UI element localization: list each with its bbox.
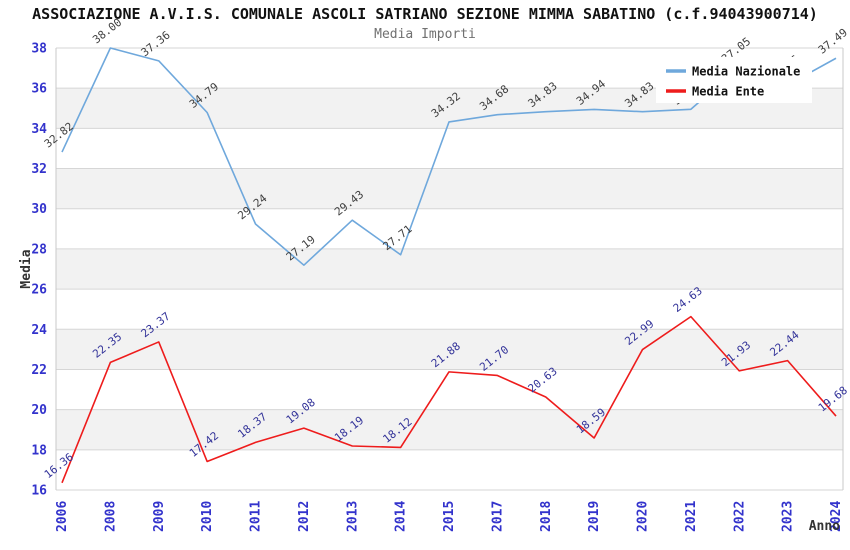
y-tick-label: 38: [31, 42, 47, 57]
x-tick-label: 2023: [781, 501, 796, 532]
y-tick-label: 26: [31, 283, 47, 298]
chart-subtitle: Media Importi: [374, 27, 476, 42]
y-tick-label: 36: [31, 82, 47, 97]
plot-band: [56, 329, 843, 370]
plot-band: [56, 128, 843, 169]
x-tick-label: 2022: [732, 501, 747, 532]
x-tick-label: 2006: [55, 501, 70, 532]
x-tick-label: 2018: [539, 501, 554, 532]
x-tick-label: 2015: [442, 501, 457, 532]
y-tick-label: 34: [31, 122, 47, 137]
legend-box: [656, 57, 812, 103]
plot-band: [56, 409, 843, 450]
x-tick-label: 2010: [200, 501, 215, 532]
x-tick-label: 2011: [249, 501, 264, 532]
x-tick-label: 2009: [152, 501, 167, 532]
plot-band: [56, 208, 843, 249]
y-tick-label: 18: [31, 443, 47, 458]
plot-band: [56, 289, 843, 330]
y-tick-label: 30: [31, 202, 47, 217]
plot-band: [56, 369, 843, 410]
y-tick-label: 20: [31, 403, 47, 418]
x-tick-label: 2017: [490, 501, 505, 532]
legend-item-media-nazionale[interactable]: Media Nazionale: [692, 65, 800, 79]
series-line-media-ente: [61, 315, 837, 484]
y-axis-title: Media: [19, 249, 34, 288]
x-tick-label: 2021: [684, 501, 699, 532]
y-tick-label: 16: [31, 484, 47, 499]
y-tick-label: 24: [31, 323, 47, 338]
y-tick-label: 22: [31, 363, 47, 378]
x-tick-label: 2013: [345, 501, 360, 532]
data-label-media-nazionale: 38.00: [90, 16, 124, 47]
legend-item-media-ente[interactable]: Media Ente: [692, 85, 764, 99]
x-tick-label: 2014: [394, 501, 409, 532]
x-axis-title: Anno: [809, 519, 840, 534]
x-tick-label: 2020: [636, 501, 651, 532]
x-tick-label: 2012: [297, 501, 312, 532]
y-tick-label: 32: [31, 162, 47, 177]
x-tick-label: 2008: [103, 501, 118, 532]
chart-title: ASSOCIAZIONE A.V.I.S. COMUNALE ASCOLI SA…: [32, 5, 818, 23]
plot-band: [56, 248, 843, 290]
x-tick-label: 2019: [587, 501, 602, 532]
plot-band: [56, 449, 843, 490]
plot-band: [56, 168, 843, 209]
x-tick-label: 2024: [829, 501, 844, 532]
y-tick-label: 28: [31, 242, 47, 257]
